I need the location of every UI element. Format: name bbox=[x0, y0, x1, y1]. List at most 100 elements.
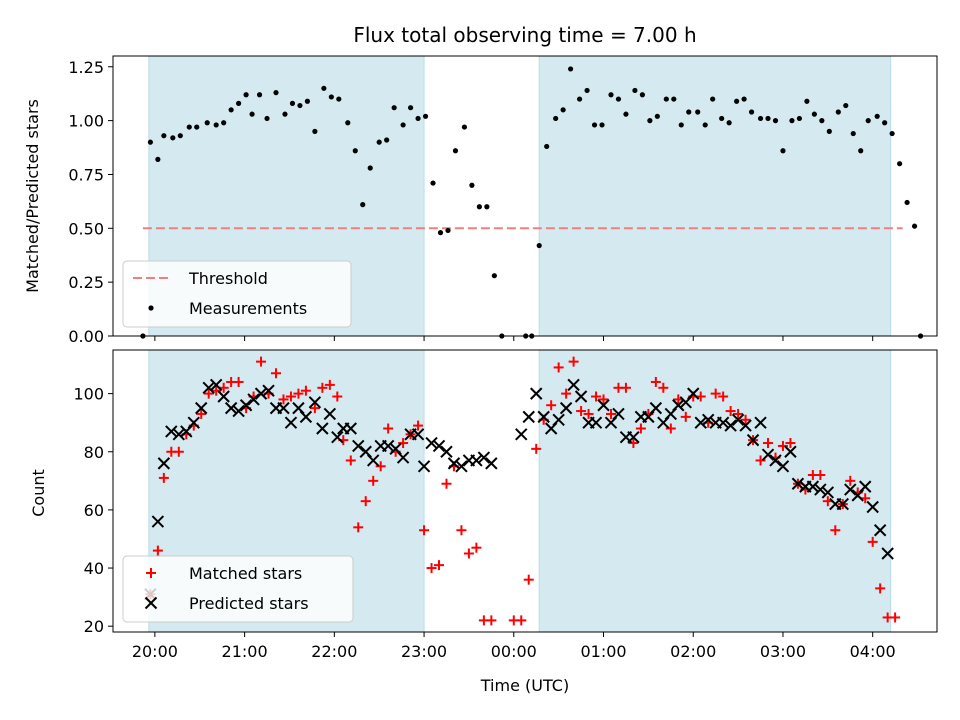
predicted-stars-point-b bbox=[239, 399, 253, 412]
plot-frame bbox=[112, 349, 938, 633]
legend-box bbox=[122, 555, 354, 623]
predicted-stars-point bbox=[776, 460, 790, 473]
predicted-stars-point-b bbox=[284, 416, 298, 429]
matched-stars-point bbox=[830, 525, 841, 536]
ratio-panel: 0.00 0.25 0.50 0.75 1.00 1.25 Threshold Measure… bbox=[68, 55, 938, 346]
predicted-stars-point-b bbox=[821, 486, 835, 499]
predicted-stars-point-b bbox=[165, 425, 178, 438]
measurement-point bbox=[321, 85, 327, 91]
predicted-stars-point bbox=[157, 457, 171, 470]
predicted-stars-point bbox=[455, 460, 468, 473]
predicted-stars-point-b bbox=[172, 428, 186, 441]
legend-box bbox=[122, 260, 352, 328]
predicted-stars-point-b bbox=[440, 445, 453, 458]
measurement-point bbox=[811, 111, 817, 117]
matched-stars-point bbox=[203, 388, 214, 399]
measurement-point bbox=[391, 105, 397, 111]
predicted-stars-point-b bbox=[873, 524, 887, 537]
measurement-point bbox=[911, 223, 918, 229]
matched-stars-point bbox=[413, 420, 424, 431]
measurement-point bbox=[654, 113, 660, 119]
matched-stars-point bbox=[620, 382, 631, 393]
matched-stars-point bbox=[755, 455, 766, 466]
measurement-point bbox=[452, 148, 459, 154]
matched-stars-point bbox=[553, 362, 564, 373]
predicted-stars-point-b bbox=[477, 451, 491, 464]
measurement-point bbox=[376, 139, 382, 145]
matched-stars-point bbox=[196, 408, 207, 419]
predicted-stars-point-b bbox=[195, 401, 208, 415]
predicted-stars-point bbox=[381, 439, 395, 453]
predicted-stars-point-b bbox=[612, 407, 625, 421]
predicted-stars-point-b bbox=[530, 387, 543, 400]
measurement-point bbox=[345, 120, 351, 126]
measurement-point bbox=[430, 180, 436, 186]
predicted-stars-point-b bbox=[344, 422, 357, 435]
predicted-stars-point-b bbox=[254, 387, 268, 400]
predicted-stars-point bbox=[440, 445, 453, 458]
measurement-point bbox=[678, 122, 684, 128]
matched-stars-point bbox=[486, 615, 497, 626]
measurement-point bbox=[889, 130, 895, 137]
matched-stars-point bbox=[271, 368, 282, 379]
predicted-stars-point-b bbox=[299, 410, 313, 424]
measurement-point bbox=[702, 122, 708, 128]
predicted-stars-point bbox=[417, 460, 431, 473]
y-tick-label: 0.50 bbox=[68, 219, 104, 238]
measurement-point bbox=[663, 96, 669, 102]
predicted-stars-point bbox=[262, 384, 275, 397]
predicted-stars-point-b bbox=[396, 451, 410, 464]
y-tick-label: 100 bbox=[73, 385, 104, 404]
predicted-stars-point-b bbox=[425, 436, 438, 450]
measurement-point bbox=[591, 122, 598, 128]
predicted-stars-point bbox=[552, 413, 565, 426]
measurement-point bbox=[264, 115, 270, 122]
measurement-point bbox=[415, 115, 421, 122]
y-tick-label: 80 bbox=[84, 443, 104, 462]
predicted-stars-point bbox=[791, 477, 805, 490]
predicted-stars-point bbox=[202, 381, 215, 395]
measurement-point bbox=[804, 98, 810, 104]
measurement-point bbox=[445, 227, 451, 234]
legend-label: Predicted stars bbox=[189, 594, 309, 613]
measurement-point bbox=[384, 137, 390, 143]
measurement-point bbox=[576, 96, 583, 102]
matched-stars-point bbox=[635, 423, 646, 434]
matched-stars-point bbox=[233, 376, 244, 387]
predicted-stars-point bbox=[195, 401, 208, 415]
matched-stars-point bbox=[815, 470, 826, 481]
predicted-stars-point bbox=[425, 436, 438, 450]
predicted-stars-point bbox=[477, 451, 491, 464]
measurement-point bbox=[904, 199, 910, 206]
matched-stars-point bbox=[456, 525, 467, 536]
predicted-stars-point-b bbox=[432, 439, 446, 453]
measurement-point bbox=[882, 120, 888, 126]
matched-stars-point bbox=[531, 443, 542, 454]
measurement-point bbox=[304, 98, 311, 104]
predicted-stars-point-b bbox=[232, 404, 245, 418]
matched-stars-point bbox=[173, 446, 184, 457]
predicted-stars-point-b bbox=[187, 416, 200, 429]
predicted-stars-point bbox=[367, 454, 380, 467]
x-axis-label: Time (UTC) bbox=[480, 676, 569, 695]
predicted-stars-point bbox=[485, 457, 498, 470]
matched-stars-point bbox=[309, 403, 320, 414]
legend: Matched stars Predicted stars bbox=[122, 555, 354, 623]
predicted-stars-point-b bbox=[746, 433, 760, 447]
matched-stars-point bbox=[680, 411, 691, 422]
measurement-point bbox=[686, 109, 692, 115]
measurement-point bbox=[312, 128, 318, 134]
predicted-stars-point bbox=[299, 410, 313, 424]
predicted-stars-point bbox=[784, 445, 797, 458]
matched-stars-point bbox=[434, 560, 445, 571]
plot-frame bbox=[112, 55, 938, 337]
predicted-stars-point bbox=[284, 416, 298, 429]
measurement-point bbox=[639, 92, 645, 98]
measurement-point bbox=[297, 102, 303, 109]
predicted-stars-point-b bbox=[411, 428, 425, 441]
predicted-stars-point bbox=[277, 401, 290, 415]
measurement-point bbox=[647, 118, 653, 124]
predicted-stars-point bbox=[447, 457, 461, 470]
observing-window-band bbox=[538, 55, 892, 337]
